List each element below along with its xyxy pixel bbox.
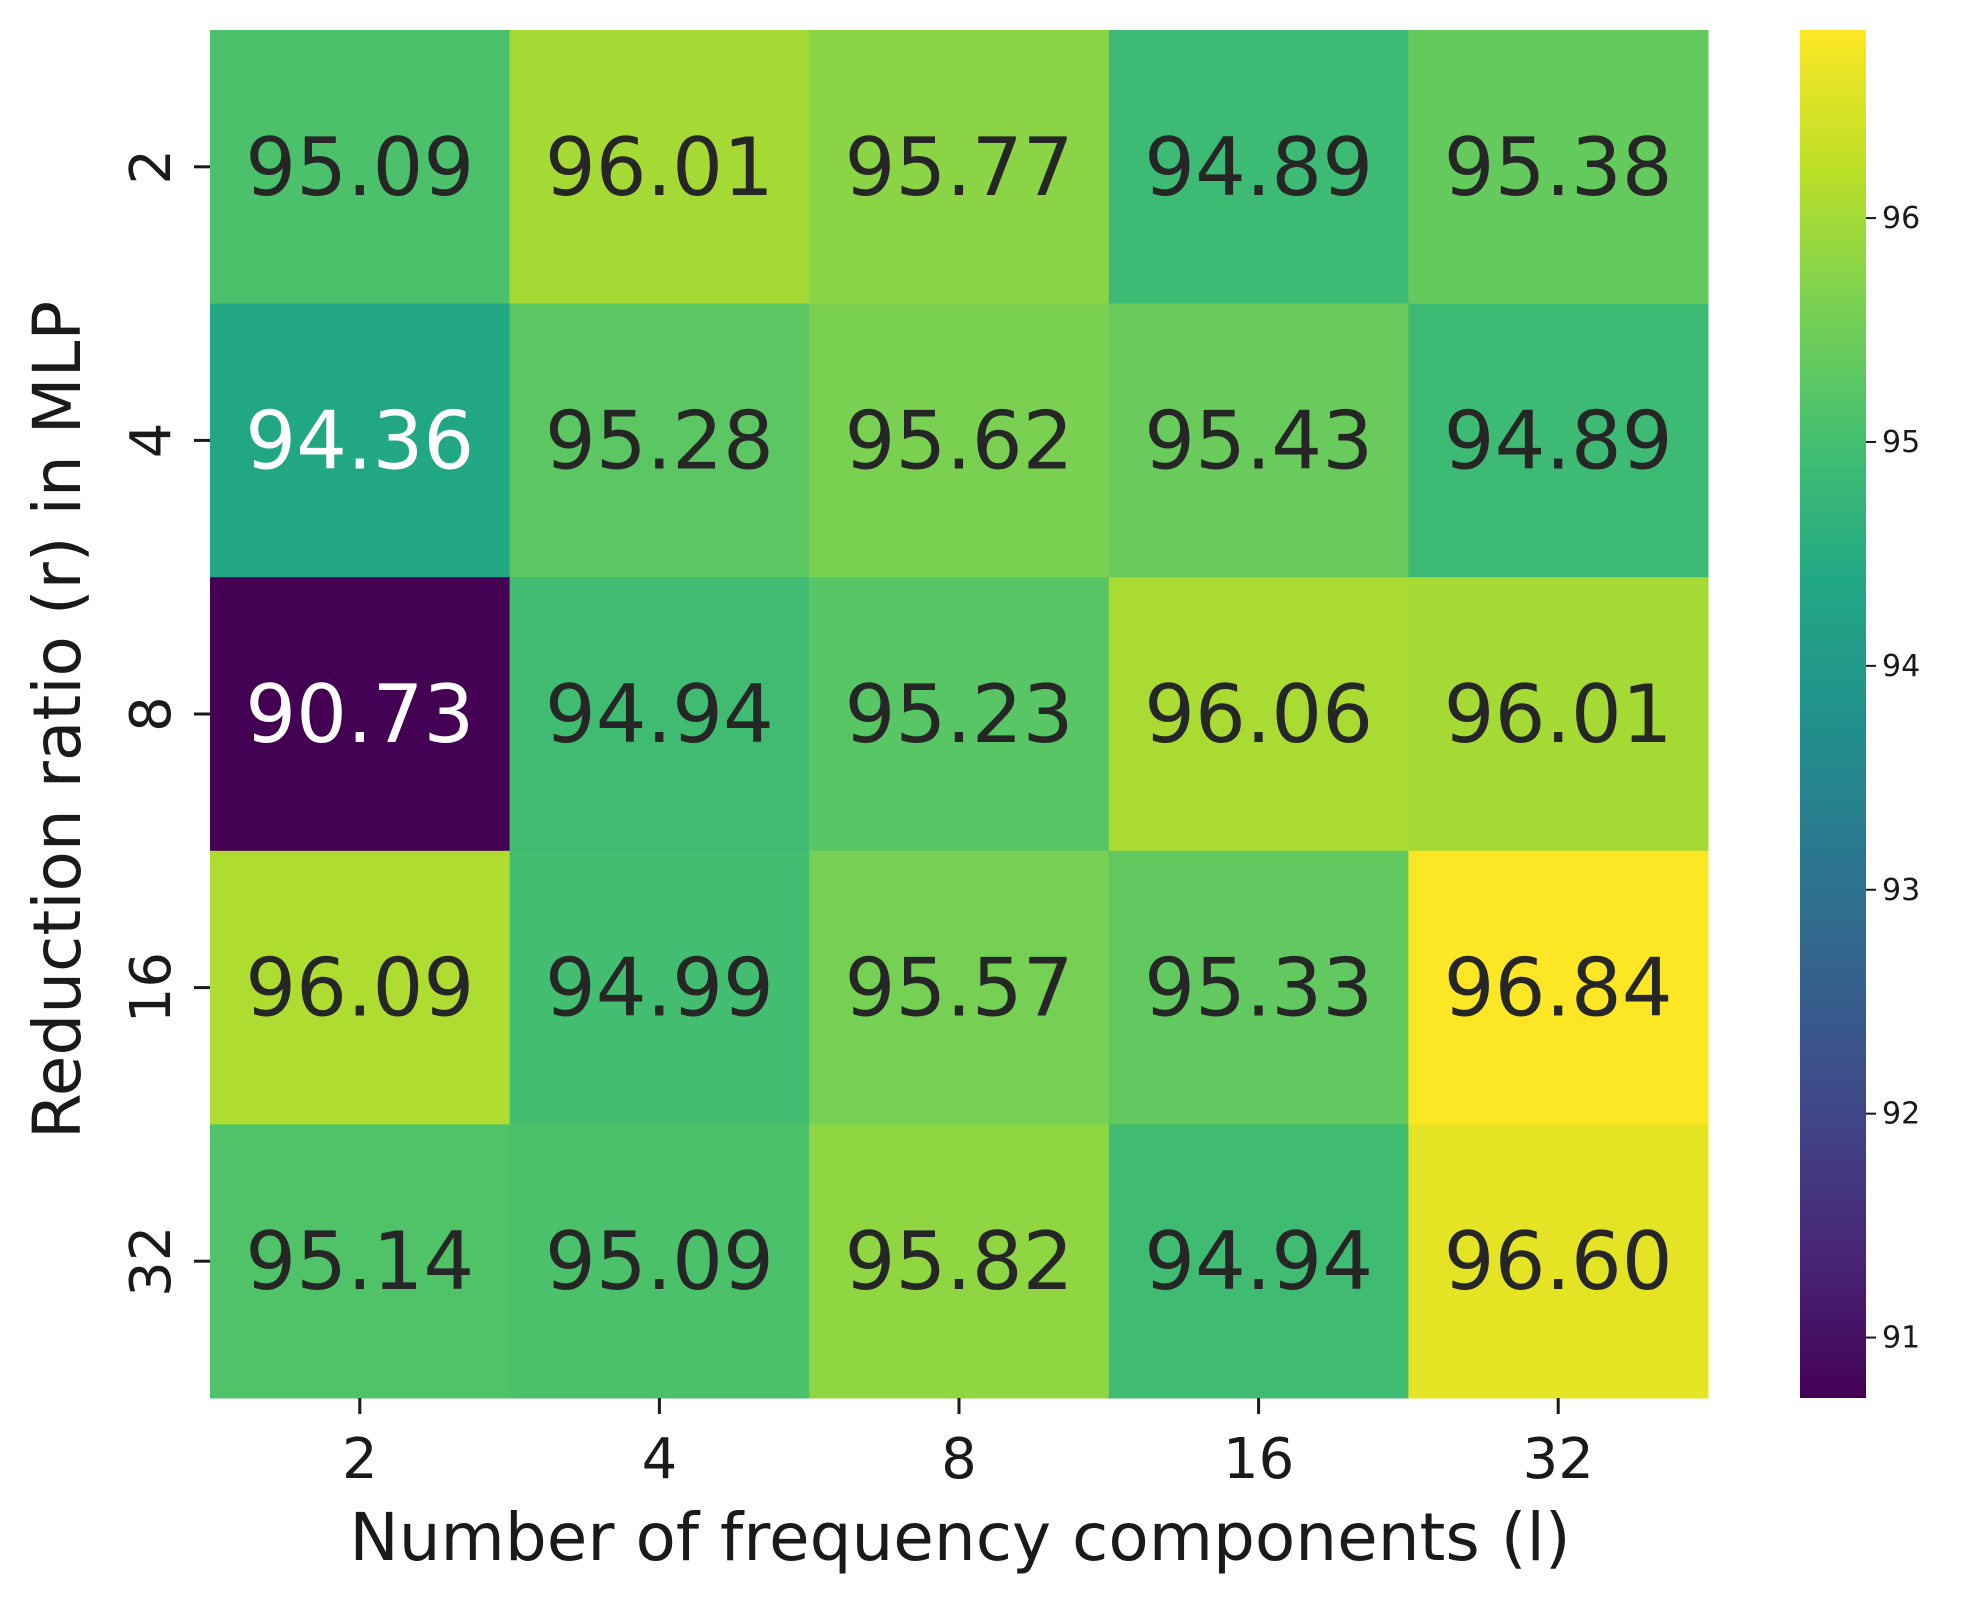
heatmap-cell: [1108, 30, 1409, 305]
heatmap-cell: [1108, 577, 1409, 852]
colorbar: 91 92 93 94 95 96: [1800, 30, 1920, 1398]
heatmap-cell: [509, 850, 810, 1125]
cell-value-label: 90.73: [245, 668, 474, 761]
cell-value-label: 96.01: [1444, 668, 1673, 761]
heatmap-cell: [1408, 303, 1709, 578]
heatmap-cell: [1408, 850, 1709, 1125]
cell-value-label: 94.94: [1144, 1215, 1373, 1308]
y-tick-label: 16: [119, 952, 184, 1023]
colorbar-tick-label: 91: [1882, 1321, 1920, 1356]
heatmap-cell: [809, 303, 1110, 578]
heatmap-cell: [1108, 1124, 1409, 1399]
heatmap-cell: [509, 30, 810, 305]
heatmap-cell: [509, 1124, 810, 1399]
heatmap-cell: [1408, 30, 1709, 305]
cell-value-label: 96.84: [1444, 942, 1673, 1035]
colorbar-tick-label: 94: [1882, 649, 1920, 684]
cell-value-label: 96.09: [245, 942, 474, 1035]
colorbar-tick-label: 95: [1882, 425, 1920, 460]
cell-value-label: 95.62: [844, 394, 1073, 487]
heatmap-cell: [809, 577, 1110, 852]
cell-value-label: 95.82: [844, 1215, 1073, 1308]
heatmap-cell: [210, 577, 511, 852]
cell-value-label: 96.01: [545, 121, 774, 214]
x-tick-label: 16: [1223, 1427, 1294, 1492]
y-tick-label: 32: [119, 1226, 184, 1297]
x-axis-label: Number of frequency components (l): [349, 1499, 1570, 1576]
heatmap-cell: [1408, 1124, 1709, 1399]
cell-value-label: 94.94: [545, 668, 774, 761]
cell-value-label: 95.43: [1144, 394, 1373, 487]
cell-value-label: 94.99: [545, 942, 774, 1035]
cell-value-label: 94.89: [1444, 394, 1673, 487]
cell-value-label: 96.60: [1444, 1215, 1673, 1308]
colorbar-tick-label: 92: [1882, 1097, 1920, 1132]
cell-value-label: 94.89: [1144, 121, 1373, 214]
colorbar-tick-label: 93: [1882, 873, 1920, 908]
cell-value-label: 95.09: [245, 121, 474, 214]
colorbar-tick-label: 96: [1882, 201, 1920, 236]
heatmap-cell: [809, 30, 1110, 305]
x-tick-label: 4: [642, 1427, 678, 1492]
cell-value-label: 95.09: [545, 1215, 774, 1308]
cell-value-label: 95.23: [844, 668, 1073, 761]
cell-value-label: 95.38: [1444, 121, 1673, 214]
y-tick-label: 2: [119, 149, 184, 185]
heatmap-cell: [809, 850, 1110, 1125]
x-axis: 2 4 8 16 32: [342, 1398, 1594, 1492]
heatmap-cell: [1108, 850, 1409, 1125]
heatmap-cell: [809, 1124, 1110, 1399]
heatmap-cell-labels: 95.09 96.01 95.77 94.89 95.38 94.36 95.28 95.62…: [245, 121, 1672, 1308]
x-tick-label: 2: [342, 1427, 378, 1492]
cell-value-label: 95.77: [844, 121, 1073, 214]
x-tick-label: 32: [1523, 1427, 1594, 1492]
y-axis-label: Reduction ratio (r) in MLP: [19, 301, 96, 1139]
heatmap-cell: [210, 303, 511, 578]
heatmap-cell: [1408, 577, 1709, 852]
cell-value-label: 95.33: [1144, 942, 1373, 1035]
heatmap-cells: [210, 30, 1709, 1399]
y-tick-label: 4: [119, 423, 184, 459]
heatmap-cell: [1108, 303, 1409, 578]
cell-value-label: 96.06: [1144, 668, 1373, 761]
heatmap-cell: [210, 1124, 511, 1399]
heatmap-cell: [509, 303, 810, 578]
cell-value-label: 95.28: [545, 394, 774, 487]
heatmap-cell: [210, 30, 511, 305]
cell-value-label: 95.57: [844, 942, 1073, 1035]
colorbar-gradient: [1800, 30, 1866, 1398]
cell-value-label: 94.36: [245, 394, 474, 487]
y-axis: 2 4 8 16 32: [119, 149, 210, 1297]
x-tick-label: 8: [941, 1427, 977, 1492]
heatmap-cell: [210, 850, 511, 1125]
heatmap-cell: [509, 577, 810, 852]
cell-value-label: 95.14: [245, 1215, 474, 1308]
y-tick-label: 8: [119, 696, 184, 732]
